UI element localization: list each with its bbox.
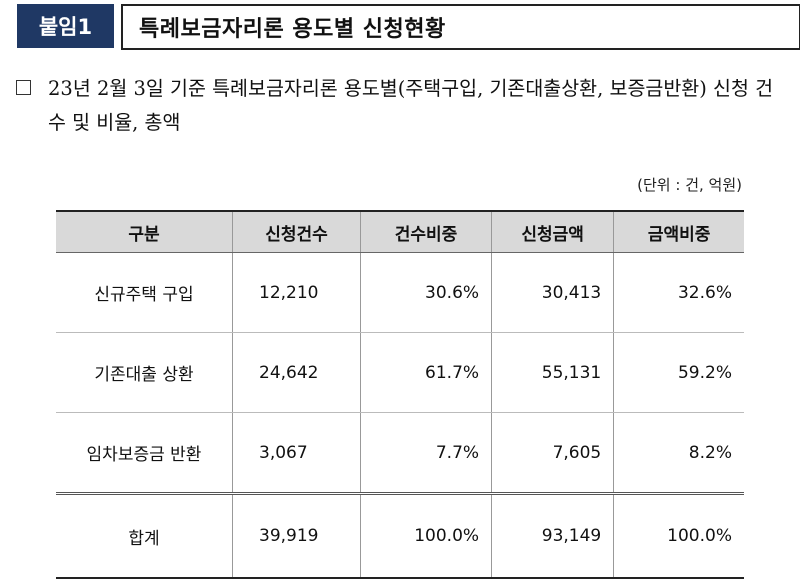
table-row: 기존대출 상환 24,642 61.7% 55,131 59.2% [56,332,744,413]
total-label: 합계 [56,492,233,579]
cell-amount-share: 8.2% [613,412,744,494]
row-label: 기존대출 상환 [56,332,233,413]
col-header-category: 구분 [56,210,233,253]
col-header-amount-share: 금액비중 [613,210,744,253]
cell-count: 12,210 [232,252,361,333]
total-count-share: 100.0% [359,492,493,579]
row-label: 신규주택 구입 [56,252,233,333]
table-row: 임차보증금 반환 3,067 7.7% 7,605 8.2% [56,412,744,494]
col-header-count: 신청건수 [232,210,361,253]
table-total-row: 합계 39,919 100.0% 93,149 100.0% [56,492,744,579]
cell-amount: 55,131 [491,332,615,413]
col-header-count-share: 건수비중 [359,210,493,253]
row-label: 임차보증금 반환 [56,412,233,494]
cell-count-share: 30.6% [359,252,493,333]
total-amount-share: 100.0% [613,492,744,579]
total-count: 39,919 [232,492,361,579]
header: 붙임1 특례보금자리론 용도별 신청현황 [17,4,800,50]
description-block: 23년 2월 3일 기준 특례보금자리론 용도별(주택구입, 기존대출상환, 보… [16,72,786,140]
unit-note: (단위 : 건, 억원) [637,176,742,194]
cell-count-share: 61.7% [359,332,493,413]
application-status-table: 구분 신청건수 건수비중 신청금액 금액비중 신규주택 구입 12,210 30… [56,210,744,579]
cell-amount: 7,605 [491,412,615,494]
cell-amount-share: 59.2% [613,332,744,413]
title-box: 특례보금자리론 용도별 신청현황 [121,4,800,50]
cell-count: 24,642 [232,332,361,413]
cell-count: 3,067 [232,412,361,494]
table-row: 신규주택 구입 12,210 30.6% 30,413 32.6% [56,252,744,333]
cell-amount-share: 32.6% [613,252,744,333]
table-header-row: 구분 신청건수 건수비중 신청금액 금액비중 [56,210,744,253]
cell-amount: 30,413 [491,252,615,333]
page-title: 특례보금자리론 용도별 신청현황 [139,17,446,42]
description-text: 23년 2월 3일 기준 특례보금자리론 용도별(주택구입, 기존대출상환, 보… [48,77,774,134]
bullet-box-icon [16,80,31,95]
total-amount: 93,149 [491,492,615,579]
attachment-badge: 붙임1 [17,4,114,48]
cell-count-share: 7.7% [359,412,493,494]
col-header-amount: 신청금액 [491,210,615,253]
